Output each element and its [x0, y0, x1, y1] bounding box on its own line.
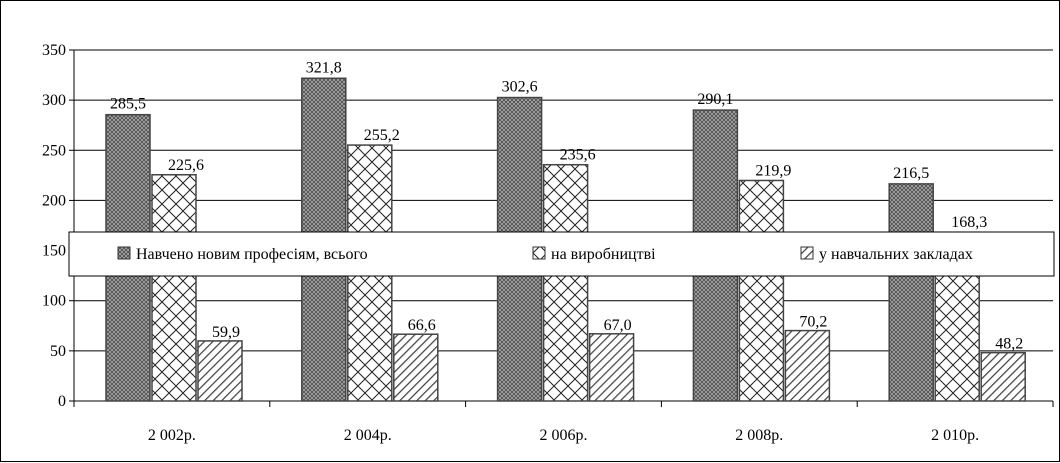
legend-swatch-total [117, 246, 131, 260]
y-tick-label: 50 [50, 343, 66, 360]
y-tick-label: 200 [42, 192, 66, 209]
data-label: 67,0 [604, 317, 632, 334]
bar-diagonal [588, 333, 635, 402]
legend-box [68, 231, 1055, 277]
x-tick-label: 2 006р. [540, 427, 588, 444]
x-tick-label: 2 010р. [931, 427, 979, 444]
bar-crosshatch [738, 179, 785, 402]
legend-label-production: на виробництві [551, 246, 656, 263]
data-label: 59,9 [212, 324, 240, 341]
y-tick-label: 150 [42, 243, 66, 260]
x-tick-label: 2 002р. [148, 427, 196, 444]
bar-checker [888, 183, 934, 402]
legend-swatch-schools [800, 246, 814, 260]
bar-diagonal [393, 333, 439, 402]
data-label: 216,5 [893, 165, 929, 182]
data-label: 255,2 [364, 127, 400, 144]
data-labels: 285,5 321,8 302,6 290,1 216,5 225,6 255,2 235,6… [110, 59, 1023, 352]
data-label: 48,2 [995, 336, 1023, 353]
bar-diagonal [980, 351, 1026, 402]
bar-diagonal [197, 340, 243, 402]
data-label: 66,6 [408, 317, 436, 334]
data-label: 168,3 [951, 214, 987, 231]
y-tick-label: 350 [42, 42, 66, 59]
legend-label-total: Навчено новим професіям, всього [136, 246, 368, 263]
legend: Навчено новим професіям, всього на вироб… [68, 231, 1055, 277]
y-tick-label: 250 [42, 142, 66, 159]
bar-crosshatch [542, 163, 589, 402]
data-label: 321,8 [306, 59, 342, 76]
data-label: 225,6 [168, 157, 204, 174]
data-label: 219,9 [755, 162, 791, 179]
x-tick-label: 2 008р. [735, 427, 783, 444]
data-label: 302,6 [502, 79, 538, 96]
y-tick-label: 300 [42, 92, 66, 109]
data-label: 70,2 [799, 314, 827, 331]
data-label: 235,6 [560, 147, 596, 164]
x-tick-label: 2 004р. [344, 427, 392, 444]
bar-diagonal [784, 329, 831, 402]
bar-crosshatch [151, 174, 197, 402]
y-tick-label: 100 [42, 293, 66, 310]
data-label: 285,5 [110, 96, 146, 113]
legend-label-schools: у навчальних закладах [819, 246, 973, 263]
y-tick-label: 0 [58, 393, 66, 410]
legend-swatch-production [532, 246, 546, 260]
data-label: 290,1 [697, 91, 733, 108]
